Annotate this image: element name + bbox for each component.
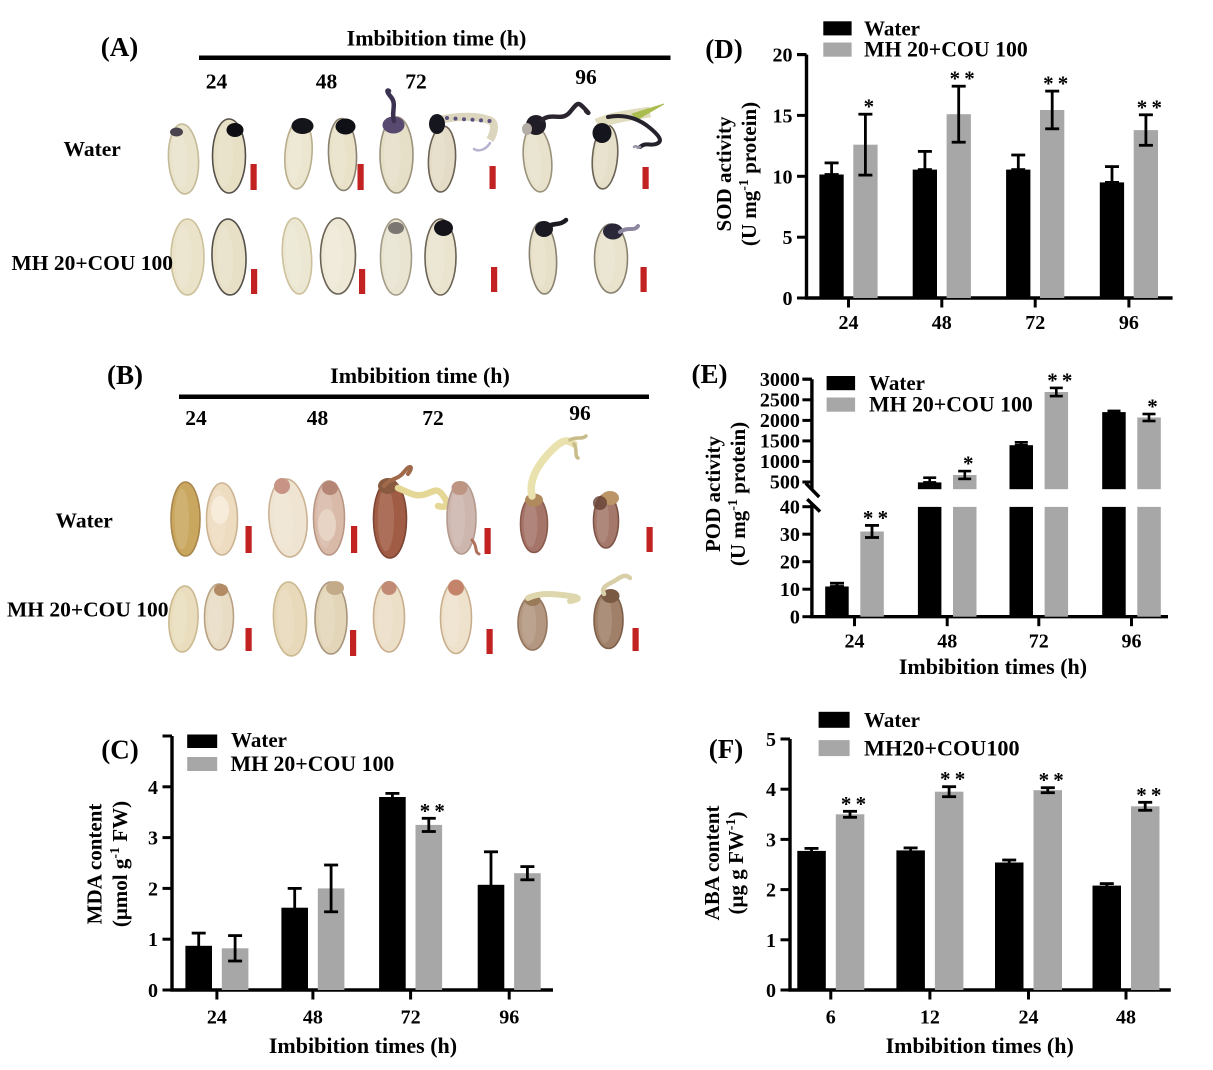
svg-text:Imbibition times (h): Imbibition times (h) [269, 1033, 457, 1058]
svg-text:2000: 2000 [760, 410, 800, 432]
svg-text:* *: * * [863, 506, 888, 530]
svg-text:24: 24 [207, 1007, 227, 1029]
svg-text:Water: Water [864, 17, 920, 41]
svg-text:4: 4 [148, 777, 158, 799]
svg-text:10: 10 [773, 166, 793, 188]
svg-text:0: 0 [766, 980, 776, 1002]
svg-text:2500: 2500 [760, 389, 800, 411]
svg-text:MH20+COU100: MH20+COU100 [864, 736, 1020, 761]
svg-text:2: 2 [766, 880, 776, 902]
svg-text:5: 5 [783, 227, 793, 249]
svg-text:24: 24 [1019, 1007, 1039, 1029]
svg-text:72: 72 [1029, 631, 1049, 653]
svg-text:40: 40 [780, 497, 800, 519]
svg-text:96: 96 [569, 401, 591, 425]
svg-text:Imbibition time (h): Imbibition time (h) [347, 26, 527, 51]
svg-text:* *: * * [1039, 768, 1064, 792]
svg-text:96: 96 [499, 1007, 519, 1029]
svg-text:5: 5 [766, 729, 776, 751]
svg-text:(D): (D) [705, 34, 742, 64]
svg-text:MH 20+COU 100: MH 20+COU 100 [231, 752, 395, 776]
svg-text:48: 48 [303, 1007, 323, 1029]
svg-text:(A): (A) [101, 32, 138, 62]
svg-text:3: 3 [766, 829, 776, 851]
svg-text:24: 24 [185, 406, 207, 430]
svg-text:Imbibition times (h): Imbibition times (h) [899, 654, 1087, 679]
svg-text:*: * [864, 95, 875, 119]
svg-text:Imbibition times (h): Imbibition times (h) [886, 1033, 1074, 1058]
svg-text:Water: Water [869, 371, 925, 395]
svg-text:MH 20+COU 100: MH 20+COU 100 [869, 393, 1033, 417]
svg-text:(B): (B) [107, 360, 143, 390]
svg-text:30: 30 [780, 524, 800, 546]
svg-text:Imbibition time (h): Imbibition time (h) [330, 363, 510, 388]
svg-text:* *: * * [841, 792, 866, 816]
svg-text:(U mg-1 protein): (U mg-1 protein) [726, 422, 750, 566]
svg-text:24: 24 [845, 631, 865, 653]
svg-text:72: 72 [422, 406, 444, 430]
svg-text:1000: 1000 [760, 451, 800, 473]
svg-text:(C): (C) [101, 735, 138, 765]
svg-text:(U mg-1 protein): (U mg-1 protein) [737, 102, 761, 246]
svg-text:1500: 1500 [760, 430, 800, 452]
svg-text:2: 2 [148, 878, 158, 900]
svg-text:MDA content: MDA content [83, 804, 107, 925]
svg-text:MH 20+COU 100: MH 20+COU 100 [12, 251, 174, 275]
svg-text:* *: * * [1047, 368, 1072, 392]
svg-text:500: 500 [770, 472, 800, 494]
svg-text:10: 10 [780, 579, 800, 601]
svg-text:SOD activity: SOD activity [712, 116, 736, 231]
svg-text:48: 48 [1116, 1007, 1136, 1029]
svg-text:MH 20+COU 100: MH 20+COU 100 [864, 38, 1028, 62]
svg-text:1: 1 [148, 929, 158, 951]
svg-text:0: 0 [790, 607, 800, 629]
svg-text:* *: * * [420, 799, 445, 823]
svg-text:(E): (E) [692, 359, 728, 389]
svg-text:0: 0 [148, 980, 158, 1002]
svg-text:3000: 3000 [760, 369, 800, 391]
svg-text:(F): (F) [709, 734, 743, 764]
svg-text:MH 20+COU 100: MH 20+COU 100 [7, 597, 169, 621]
svg-text:3: 3 [148, 828, 158, 850]
svg-text:96: 96 [1122, 631, 1142, 653]
svg-text:48: 48 [932, 312, 952, 334]
svg-text:48: 48 [307, 406, 329, 430]
svg-text:*: * [963, 452, 974, 476]
svg-text:20: 20 [773, 45, 793, 67]
svg-text:*: * [1147, 395, 1158, 419]
svg-text:Water: Water [864, 708, 920, 732]
svg-text:24: 24 [206, 70, 228, 94]
svg-text:Water: Water [64, 137, 122, 161]
svg-text:Water: Water [231, 728, 287, 752]
svg-text:72: 72 [405, 70, 427, 94]
svg-text:* *: * * [940, 767, 965, 791]
svg-text:20: 20 [780, 552, 800, 574]
svg-text:72: 72 [1025, 312, 1045, 334]
svg-text:96: 96 [575, 65, 597, 89]
svg-text:96: 96 [1119, 312, 1139, 334]
svg-text:POD activity: POD activity [701, 435, 725, 552]
svg-text:15: 15 [773, 105, 793, 127]
svg-text:0: 0 [783, 288, 793, 310]
svg-text:4: 4 [766, 779, 776, 801]
svg-text:(μg g FW-1): (μg g FW-1) [724, 812, 748, 915]
svg-text:24: 24 [839, 312, 859, 334]
svg-text:* *: * * [1137, 95, 1162, 119]
svg-text:Water: Water [56, 509, 114, 533]
svg-text:48: 48 [316, 70, 338, 94]
svg-text:6: 6 [826, 1007, 836, 1029]
svg-text:(μmol g-1 FW): (μmol g-1 FW) [108, 801, 132, 927]
svg-text:48: 48 [937, 631, 957, 653]
svg-text:* *: * * [1043, 72, 1068, 96]
svg-text:1: 1 [766, 930, 776, 952]
svg-text:ABA content: ABA content [700, 806, 724, 921]
svg-text:72: 72 [401, 1007, 421, 1029]
svg-text:* *: * * [1136, 783, 1161, 807]
svg-text:* *: * * [950, 67, 975, 91]
svg-text:12: 12 [920, 1007, 940, 1029]
